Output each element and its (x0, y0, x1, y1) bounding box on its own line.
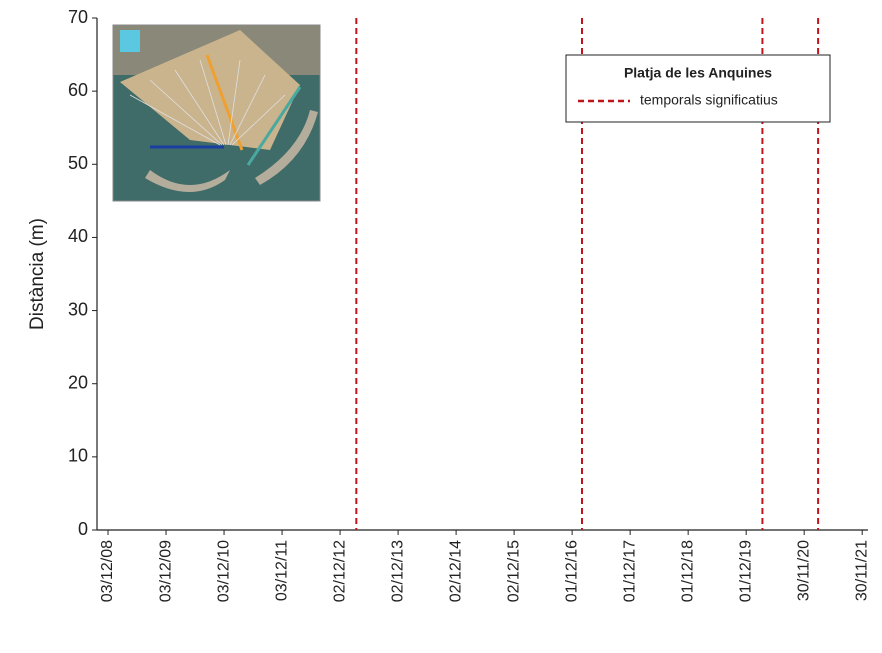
y-tick-label: 60 (68, 80, 88, 100)
legend-title: Platja de les Anquines (624, 65, 772, 81)
x-tick-label: 01/12/16 (563, 540, 580, 602)
x-tick-label: 02/12/12 (331, 540, 348, 602)
y-tick-label: 20 (68, 372, 88, 392)
y-tick-label: 10 (68, 446, 88, 466)
inset-pool (120, 30, 140, 52)
inset-transect (246, 86, 302, 166)
inset-breakwater (145, 170, 230, 193)
y-tick-label: 50 (68, 153, 88, 173)
legend-label: temporals significatius (640, 92, 778, 108)
inset-beach (120, 30, 300, 150)
x-tick-label: 03/12/08 (99, 540, 116, 602)
inset-breakwater (255, 110, 318, 185)
inset-photo (112, 24, 321, 202)
y-axis-label: Distància (m) (27, 218, 48, 330)
y-tick-label: 40 (68, 226, 88, 246)
y-tick-label: 0 (78, 519, 88, 539)
y-tick-label: 70 (68, 7, 88, 27)
x-tick-label: 03/12/11 (273, 540, 290, 601)
x-tick-label: 30/11/20 (795, 540, 812, 601)
inset-rays (129, 59, 286, 146)
inset-border (112, 24, 321, 202)
y-tick-label: 30 (68, 299, 88, 319)
x-tick-label: 30/11/21 (853, 540, 870, 601)
x-tick-label: 01/12/17 (621, 540, 638, 602)
x-tick-label: 01/12/18 (679, 540, 696, 602)
x-tick-label: 03/12/10 (215, 540, 232, 602)
x-tick-label: 01/12/19 (737, 540, 754, 602)
x-tick-label: 02/12/15 (505, 540, 522, 602)
legend-box (565, 54, 831, 123)
inset-transect (205, 54, 244, 151)
x-tick-label: 03/12/09 (157, 540, 174, 602)
x-tick-label: 02/12/14 (447, 540, 464, 602)
x-tick-label: 02/12/13 (389, 540, 406, 602)
